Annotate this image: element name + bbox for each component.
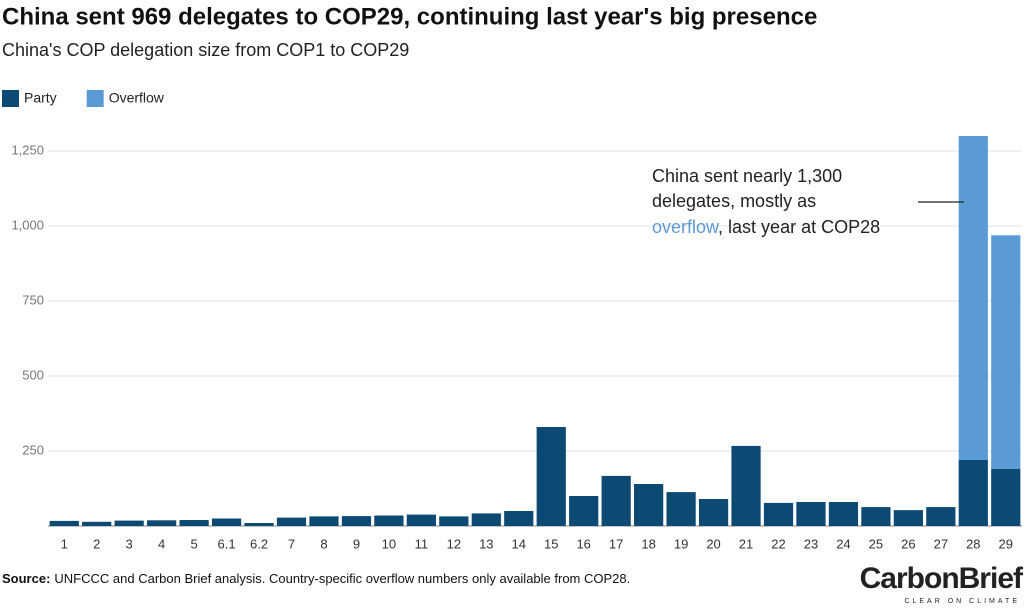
chart-title: China sent 969 delegates to COP29, conti… bbox=[2, 3, 817, 30]
bar-segment bbox=[958, 460, 988, 526]
x-tick-label: 9 bbox=[353, 536, 360, 551]
x-tick-label: 23 bbox=[804, 536, 818, 551]
bar-segment bbox=[991, 469, 1021, 526]
bar-segment bbox=[471, 513, 501, 526]
bar-segment bbox=[82, 521, 112, 526]
bar-segment bbox=[731, 445, 761, 526]
annotation-highlight: overflow bbox=[652, 217, 720, 237]
chart-subtitle: China's COP delegation size from COP1 to… bbox=[2, 40, 409, 60]
y-tick-label: 1,250 bbox=[11, 142, 44, 157]
x-tick-label: 11 bbox=[415, 536, 429, 551]
y-tick-label: 1,000 bbox=[11, 217, 44, 232]
logo: CarbonBrief bbox=[860, 562, 1024, 595]
annotation-text: China sent nearly 1,300 bbox=[652, 166, 842, 186]
x-tick-label: 16 bbox=[576, 536, 590, 551]
x-tick-label: 15 bbox=[544, 536, 558, 551]
bar-segment bbox=[439, 516, 469, 526]
bar-segment bbox=[147, 520, 177, 526]
source: Source: UNFCCC and Carbon Brief analysis.… bbox=[2, 571, 630, 586]
bar-segment bbox=[504, 511, 534, 526]
y-tick-label: 500 bbox=[22, 367, 44, 382]
x-tick-label: 12 bbox=[447, 536, 461, 551]
x-tick-label: 29 bbox=[999, 536, 1013, 551]
bar-segment bbox=[601, 475, 631, 526]
y-tick-label: 750 bbox=[22, 292, 44, 307]
bar-segment bbox=[341, 516, 372, 526]
x-tick-label: 24 bbox=[836, 536, 850, 551]
source-label: Source: bbox=[2, 571, 50, 586]
legend-swatch bbox=[2, 90, 19, 107]
bar-segment bbox=[211, 518, 242, 526]
annotation-text: delegates, mostly as bbox=[652, 191, 816, 211]
bar-segment bbox=[828, 502, 859, 526]
bar-segment bbox=[958, 136, 988, 460]
bar-segment bbox=[406, 514, 436, 526]
x-tick-label: 14 bbox=[512, 536, 526, 551]
bar-segment bbox=[374, 515, 404, 526]
bar-segment bbox=[991, 235, 1021, 469]
bar-segment bbox=[179, 520, 209, 526]
legend-label: Overflow bbox=[109, 90, 165, 106]
x-tick-label: 17 bbox=[609, 536, 623, 551]
x-tick-label: 13 bbox=[479, 536, 493, 551]
annotation-text: , last year at COP28 bbox=[718, 217, 880, 237]
bar-segment bbox=[698, 499, 729, 526]
logo-tagline: CLEAR ON CLIMATE bbox=[904, 598, 1020, 605]
x-tick-label: 6.1 bbox=[218, 536, 236, 551]
x-tick-label: 10 bbox=[382, 536, 396, 551]
annotation-line: overflow, last year at COP28 bbox=[652, 217, 880, 237]
legend-label: Party bbox=[24, 90, 57, 106]
x-tick-label: 19 bbox=[674, 536, 688, 551]
x-tick-label: 8 bbox=[320, 536, 327, 551]
x-tick-label: 4 bbox=[158, 536, 165, 551]
x-tick-label: 22 bbox=[771, 536, 785, 551]
bar-segment bbox=[536, 427, 566, 526]
x-tick-label: 26 bbox=[901, 536, 915, 551]
bar-segment bbox=[893, 510, 923, 526]
bar-segment bbox=[763, 502, 794, 526]
x-tick-label: 21 bbox=[739, 536, 753, 551]
bar-segment bbox=[861, 507, 891, 526]
x-tick-label: 20 bbox=[706, 536, 720, 551]
x-tick-label: 7 bbox=[288, 536, 295, 551]
bar-segment bbox=[114, 520, 144, 526]
bar-segment bbox=[244, 523, 274, 526]
bar-segment bbox=[926, 507, 956, 526]
bar-segment bbox=[49, 520, 79, 526]
source-text: UNFCCC and Carbon Brief analysis. Countr… bbox=[54, 571, 630, 586]
x-tick-label: 1 bbox=[61, 536, 68, 551]
y-tick-label: 250 bbox=[22, 442, 44, 457]
x-tick-label: 2 bbox=[93, 536, 100, 551]
x-tick-label: 5 bbox=[190, 536, 197, 551]
x-tick-label: 6.2 bbox=[250, 536, 268, 551]
x-tick-label: 3 bbox=[126, 536, 133, 551]
bar-segment bbox=[796, 502, 826, 526]
annotation-line: China sent nearly 1,300 bbox=[652, 166, 842, 186]
bar-segment bbox=[569, 496, 599, 526]
bar-segment bbox=[666, 492, 696, 526]
x-tick-label: 27 bbox=[934, 536, 948, 551]
bar-segment bbox=[309, 516, 339, 526]
x-tick-label: 28 bbox=[966, 536, 980, 551]
annotation-line: delegates, mostly as bbox=[652, 191, 816, 211]
bar-segment bbox=[634, 484, 664, 526]
x-tick-label: 25 bbox=[869, 536, 883, 551]
legend-swatch bbox=[86, 90, 104, 107]
annotation: China sent nearly 1,300 delegates, mostl… bbox=[652, 166, 964, 237]
x-tick-label: 18 bbox=[641, 536, 655, 551]
bar-segment bbox=[276, 517, 307, 526]
